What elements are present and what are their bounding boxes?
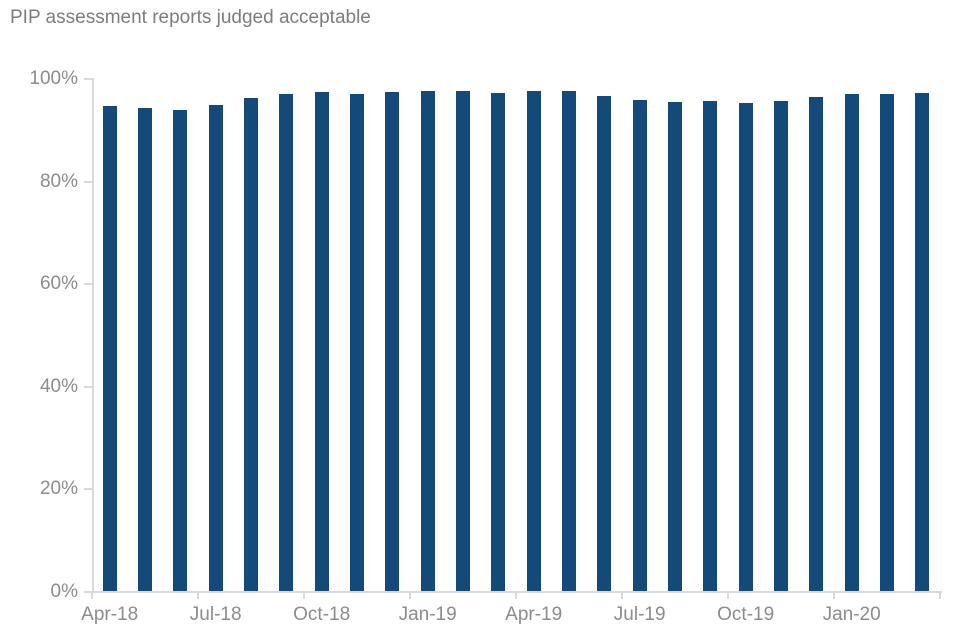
x-tick-label: Oct-19 [717, 604, 775, 625]
bar-Nov-19 [774, 100, 788, 591]
bar-Jul-18 [208, 105, 223, 591]
bar-Apr-18 [102, 105, 117, 591]
bar-Sep-19 [703, 100, 718, 591]
y-tick-mark [84, 180, 92, 183]
bar-Oct-19 [738, 102, 753, 591]
y-tick-label: 0% [50, 581, 78, 602]
y-tick-mark [84, 78, 92, 80]
bar-Dec-19 [809, 97, 824, 591]
bar-Jan-20 [844, 94, 859, 591]
x-tick-label: Apr-19 [505, 604, 563, 625]
bar-Oct-18 [314, 92, 329, 591]
bar-Jun-18 [173, 109, 188, 591]
bar-Jan-19 [420, 91, 435, 591]
bar-Jul-19 [632, 100, 647, 591]
bar-Mar-20 [915, 93, 930, 591]
bar-Apr-19 [526, 91, 541, 591]
x-tick-mark [515, 591, 517, 599]
bar-Jun-19 [597, 95, 612, 591]
y-tick-label: 100% [29, 68, 78, 89]
y-tick-label: 20% [39, 478, 78, 500]
y-tick-label: 40% [39, 375, 78, 397]
bar-May-19 [562, 90, 576, 591]
x-tick-label: Jul-19 [613, 604, 666, 625]
x-tick-label: Jul-18 [189, 604, 242, 625]
bar-Dec-18 [385, 92, 400, 591]
x-tick-label: Jan-20 [822, 604, 881, 625]
bar-Aug-18 [244, 98, 258, 591]
x-tick-label: Oct-18 [293, 604, 351, 625]
y-tick-mark [84, 385, 92, 388]
y-tick-label: 80% [39, 170, 78, 192]
bar-Mar-19 [491, 93, 506, 591]
bar-Aug-19 [668, 102, 682, 591]
bar-Feb-20 [880, 94, 894, 591]
x-tick-mark [409, 591, 411, 599]
bar-Nov-18 [350, 94, 364, 591]
x-tick-mark [91, 591, 93, 599]
y-tick-mark [84, 591, 92, 593]
y-tick-mark [84, 283, 92, 286]
x-tick-label: Apr-18 [81, 604, 139, 625]
x-tick-mark [939, 591, 941, 599]
x-tick-mark [621, 591, 623, 599]
x-axis-line [84, 591, 942, 593]
y-axis-line [92, 78, 94, 593]
bar-May-18 [138, 107, 152, 591]
x-tick-mark [303, 591, 305, 599]
y-tick-mark [84, 488, 92, 491]
x-tick-label: Jan-19 [398, 604, 457, 625]
chart-title: PIP assessment reports judged acceptable [10, 7, 371, 28]
x-tick-mark [197, 591, 199, 599]
bar-Sep-18 [279, 93, 294, 591]
x-tick-mark [833, 591, 835, 599]
y-tick-label: 60% [39, 273, 78, 295]
x-tick-mark [727, 591, 729, 599]
bar-Feb-19 [456, 91, 470, 591]
